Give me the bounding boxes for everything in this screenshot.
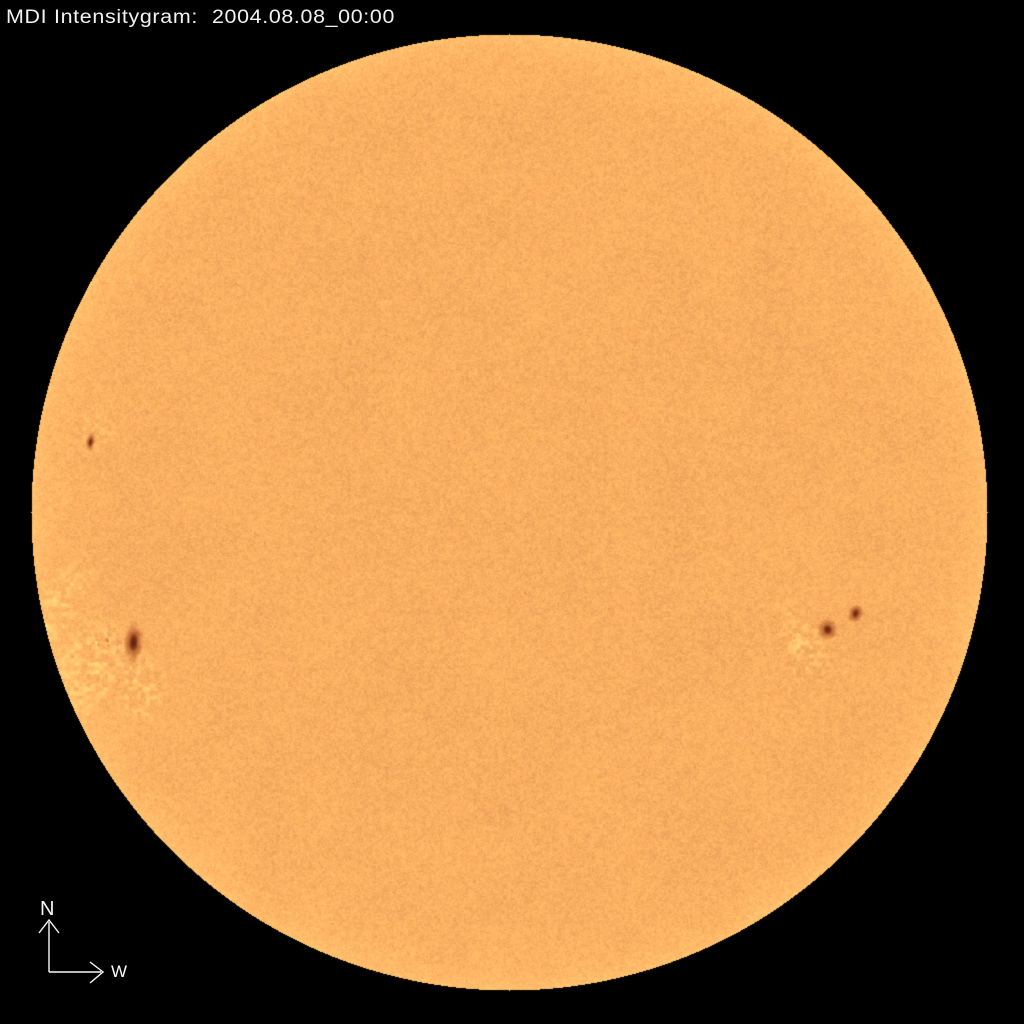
svg-text:2004.08.08_00:00: 2004.08.08_00:00 <box>212 7 395 28</box>
svg-text:MDI Intensitygram:: MDI Intensitygram: <box>6 7 198 28</box>
svg-text:W: W <box>111 962 127 981</box>
svg-text:N: N <box>40 898 54 920</box>
